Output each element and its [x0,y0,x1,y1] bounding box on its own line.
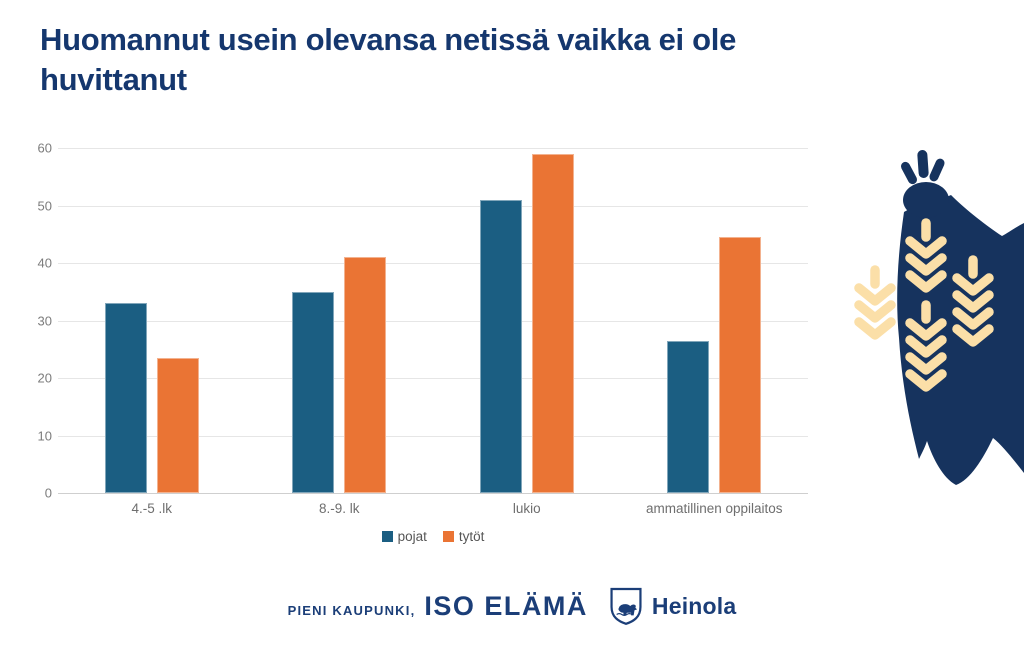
x-axis: 4.-5 .lk 8.-9. lk lukio ammatillinen oppila… [58,501,808,516]
legend-item: tytöt [442,529,485,544]
wheat-ear-icon [905,300,947,392]
x-axis-label: lukio [512,501,541,516]
wheat-ear-icon [952,255,994,347]
gridline [58,493,808,494]
bar-tytöt [719,237,762,493]
footer: PIENI KAUPUNKI, ISO ELÄMÄ Heinola [0,586,1024,626]
y-axis-tick: 0 [44,485,52,501]
tagline-small: PIENI KAUPUNKI, [287,603,416,618]
legend: pojat tytöt [58,529,808,544]
legend-label: tytöt [458,529,485,544]
y-axis-tick: 60 [37,140,52,156]
bar-pojat [479,199,522,493]
gridline [58,148,808,149]
gridline [58,205,808,207]
legend-item: pojat [381,529,427,544]
plot-area [58,148,808,494]
tagline-large: ISO ELÄMÄ [424,590,588,621]
y-axis-tick: 50 [37,198,52,213]
gridline [58,320,808,322]
wheat-ear-icon [854,265,896,340]
x-axis-label: 8.-9. lk [318,501,360,516]
bar-tytöt [156,357,199,493]
y-axis-tick: 40 [37,255,52,271]
heinola-coat-of-arms-icon [610,587,642,626]
y-axis-tick: 30 [37,313,52,328]
legend-swatch-icon [381,531,393,542]
lynx-icon [618,604,637,616]
mascot-graphic [854,150,1024,485]
x-axis-label: ammatillinen oppilaitos [645,501,783,516]
bar-pojat [667,340,710,493]
wheat-ear-icon [905,218,947,293]
bar-pojat [104,303,147,493]
heinola-wordmark: Heinola [651,592,737,619]
bar-group [246,148,434,493]
bar-tytöt [531,153,574,493]
y-axis-tick: 10 [37,428,52,443]
bars-layer [58,148,808,493]
bar-group [621,148,809,493]
legend-swatch-icon [442,531,454,542]
bar-group [58,148,246,493]
bar-tytöt [344,257,387,493]
bar-pojat [292,291,335,493]
page-title: Huomannut usein olevansa netissä vaikka … [40,22,737,97]
bar-chart: 0 10 20 30 40 50 60 4.-5 .lk 8.-9. lk lukio ammat… [28,140,810,555]
legend-label: pojat [397,529,427,544]
gridline [58,378,808,379]
y-axis-tick: 20 [37,370,52,386]
bar-group [433,148,621,493]
gridline [58,435,808,437]
x-axis-label: 4.-5 .lk [131,501,172,516]
gridline [58,263,808,264]
